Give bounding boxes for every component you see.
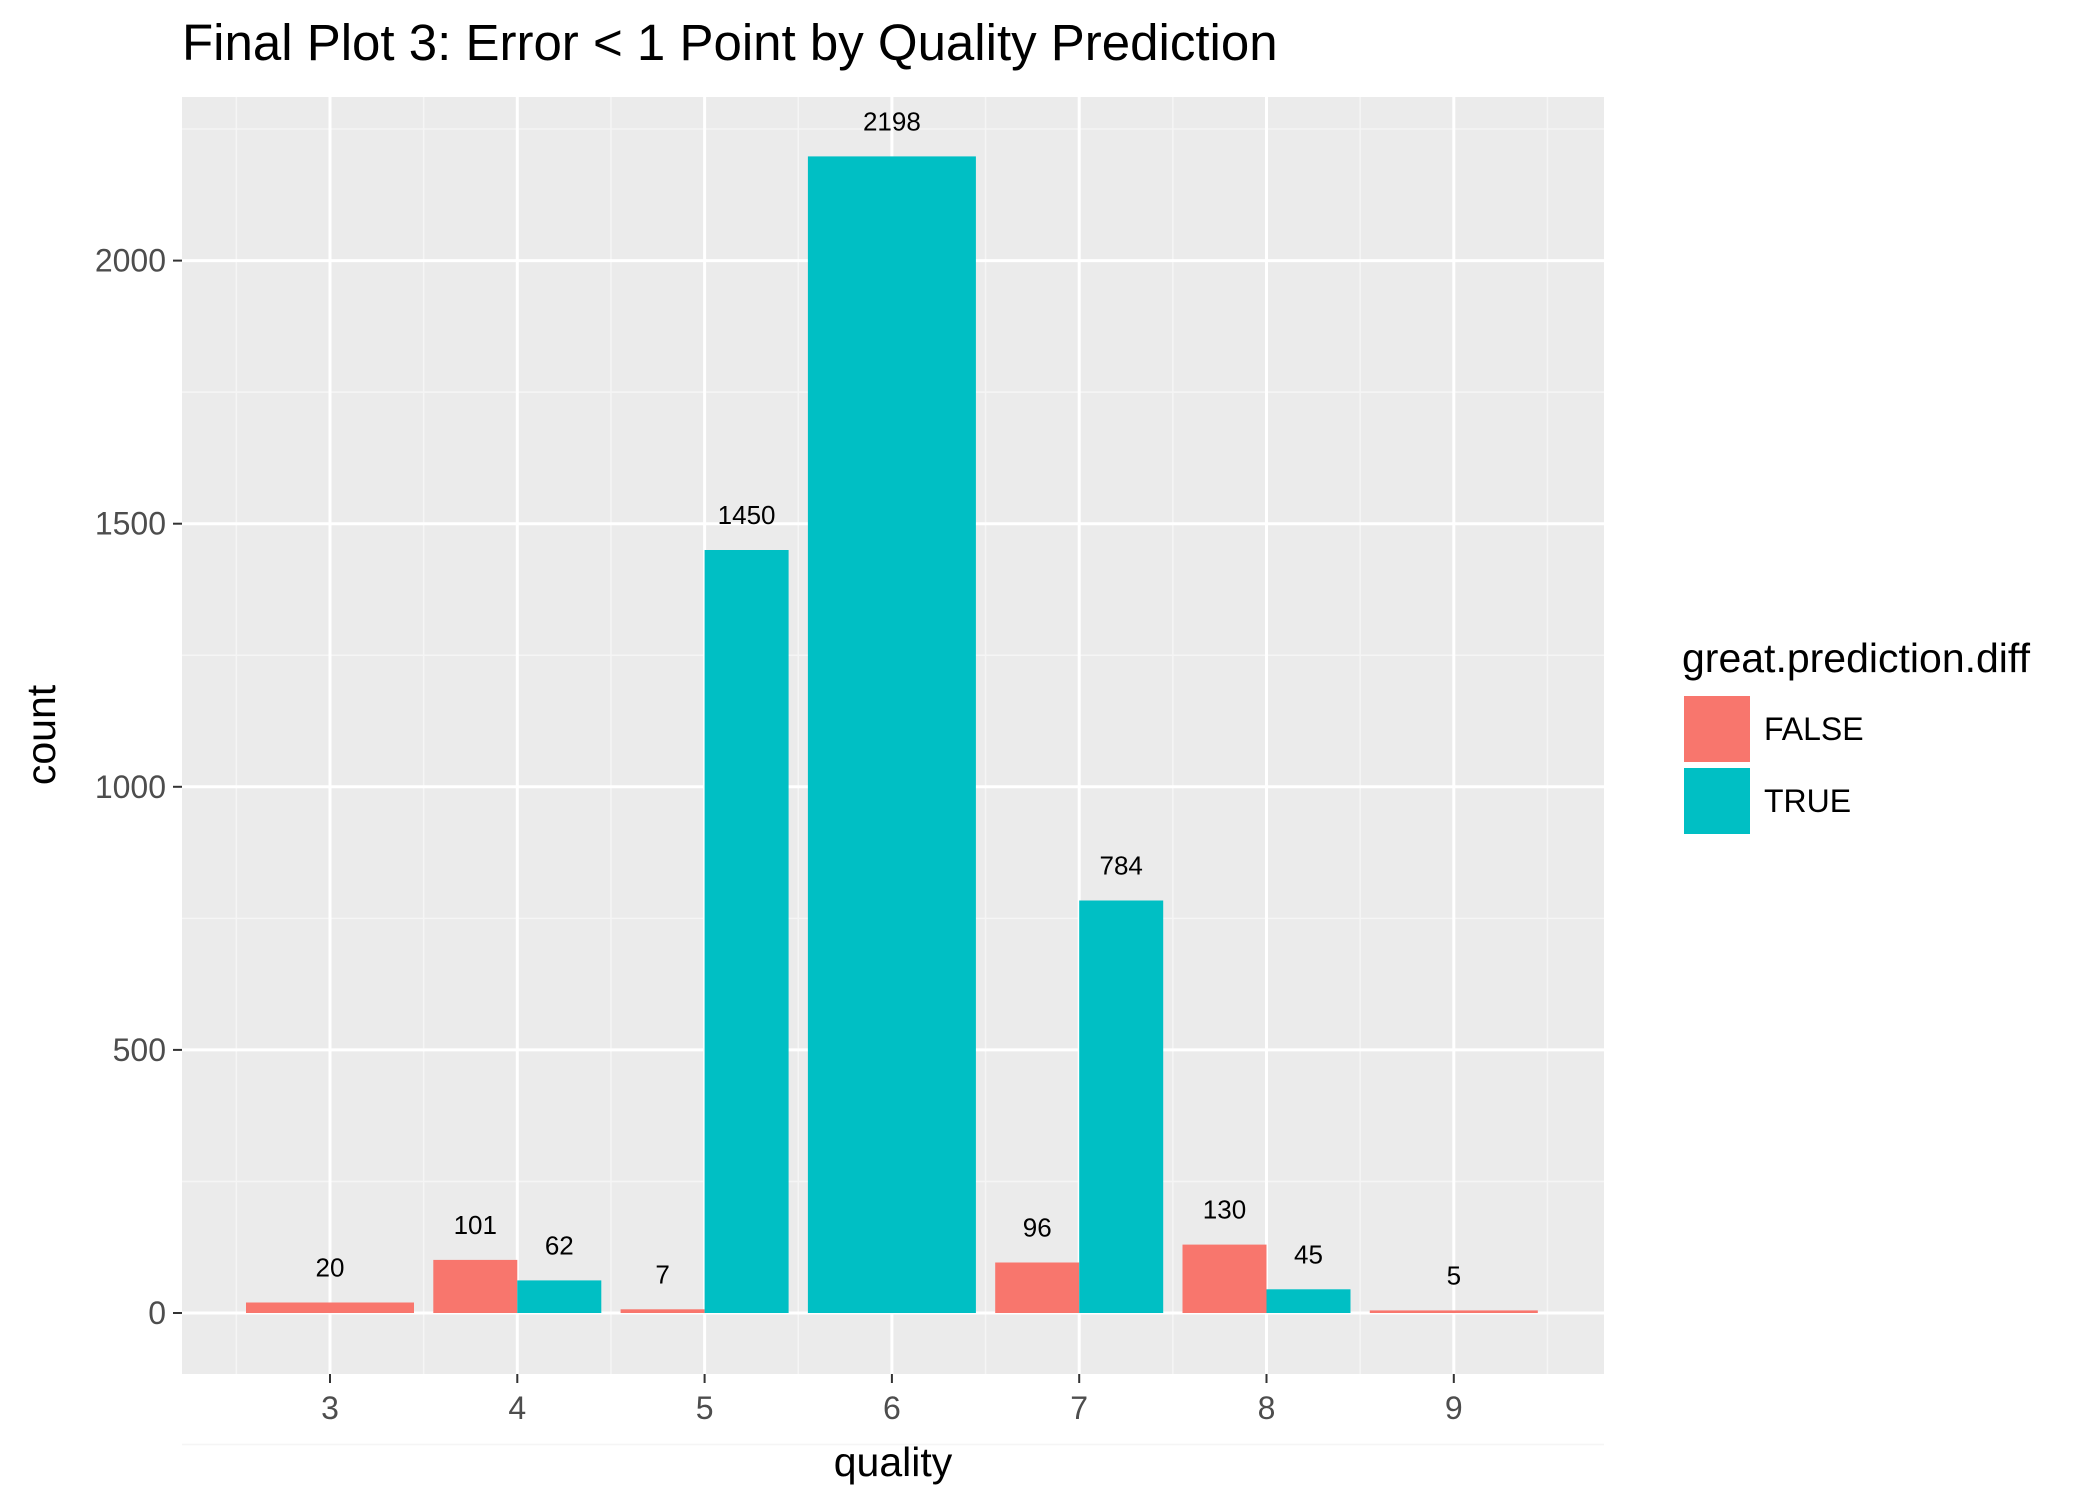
legend-swatch-false bbox=[1684, 696, 1750, 762]
bar-q7-false bbox=[995, 1262, 1080, 1313]
x-axis: 3 4 5 6 7 8 9 bbox=[321, 1374, 1463, 1426]
bar-q4-false bbox=[433, 1259, 518, 1313]
y-tick-label: 2000 bbox=[95, 243, 166, 279]
x-tick-label: 6 bbox=[883, 1390, 901, 1426]
y-axis-title: count bbox=[18, 684, 64, 785]
data-label-q6-true: 2198 bbox=[863, 106, 921, 136]
data-labels: 20 101 62 7 1450 2198 96 784 130 45 5 bbox=[316, 106, 1461, 1290]
data-label-q4-false: 101 bbox=[454, 1210, 497, 1240]
data-label-q8-true: 45 bbox=[1294, 1239, 1323, 1269]
x-tick-label: 3 bbox=[321, 1390, 339, 1426]
data-label-q9-false: 5 bbox=[1447, 1260, 1461, 1290]
x-tick-label: 4 bbox=[508, 1390, 526, 1426]
legend-title: great.prediction.diff bbox=[1682, 635, 2031, 681]
bar-q3-false bbox=[246, 1302, 414, 1313]
data-label-q8-false: 130 bbox=[1203, 1195, 1246, 1225]
y-tick-label: 1500 bbox=[95, 506, 166, 542]
bar-q9-false bbox=[1369, 1310, 1538, 1313]
data-label-q7-false: 96 bbox=[1023, 1213, 1052, 1243]
data-label-q5-false: 7 bbox=[655, 1259, 669, 1289]
legend-label-false: FALSE bbox=[1764, 711, 1864, 747]
y-tick-label: 1000 bbox=[95, 769, 166, 805]
bar-q8-true bbox=[1266, 1289, 1351, 1313]
data-label-q7-true: 784 bbox=[1100, 851, 1143, 881]
x-axis-title: quality bbox=[834, 1439, 953, 1485]
bars bbox=[246, 156, 1538, 1313]
chart-title: Final Plot 3: Error < 1 Point by Quality… bbox=[182, 14, 1278, 71]
bar-q8-false bbox=[1182, 1244, 1267, 1313]
x-tick-label: 7 bbox=[1070, 1390, 1088, 1426]
bar-q6-true bbox=[807, 156, 976, 1313]
bar-q5-true bbox=[704, 550, 789, 1313]
legend-label-true: TRUE bbox=[1764, 783, 1851, 819]
x-tick-label: 5 bbox=[696, 1390, 714, 1426]
legend-swatch-true bbox=[1684, 768, 1750, 834]
bar-q4-true bbox=[517, 1280, 602, 1313]
x-tick-label: 9 bbox=[1445, 1390, 1463, 1426]
y-axis: 0 500 1000 1500 2000 bbox=[95, 243, 182, 1331]
y-tick-label: 500 bbox=[113, 1032, 166, 1068]
y-tick-label: 0 bbox=[148, 1295, 166, 1331]
bar-q5-false bbox=[620, 1309, 705, 1313]
legend: great.prediction.diff FALSE TRUE bbox=[1682, 635, 2031, 834]
x-tick-label: 8 bbox=[1258, 1390, 1276, 1426]
bar-q7-true bbox=[1079, 900, 1164, 1313]
data-label-q3-false: 20 bbox=[316, 1253, 345, 1283]
data-label-q4-true: 62 bbox=[545, 1230, 574, 1260]
data-label-q5-true: 1450 bbox=[718, 500, 776, 530]
